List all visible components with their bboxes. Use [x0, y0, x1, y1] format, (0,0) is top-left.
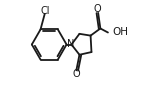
Text: N: N — [67, 39, 75, 49]
Text: Cl: Cl — [40, 6, 50, 16]
Text: O: O — [73, 69, 80, 79]
Text: O: O — [93, 4, 101, 14]
Text: OH: OH — [112, 28, 128, 37]
